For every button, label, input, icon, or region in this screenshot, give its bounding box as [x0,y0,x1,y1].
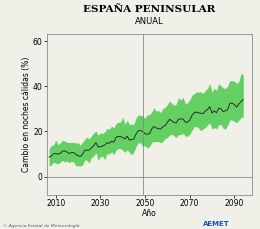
Y-axis label: Cambio en noches cálidas (%): Cambio en noches cálidas (%) [23,57,31,172]
X-axis label: Año: Año [142,209,157,218]
Text: ANUAL: ANUAL [135,16,164,26]
Text: AEMET: AEMET [203,221,230,227]
Text: ESPAÑA PENINSULAR: ESPAÑA PENINSULAR [83,5,216,14]
Text: © Agencia Estatal de Meteorología: © Agencia Estatal de Meteorología [3,224,79,228]
